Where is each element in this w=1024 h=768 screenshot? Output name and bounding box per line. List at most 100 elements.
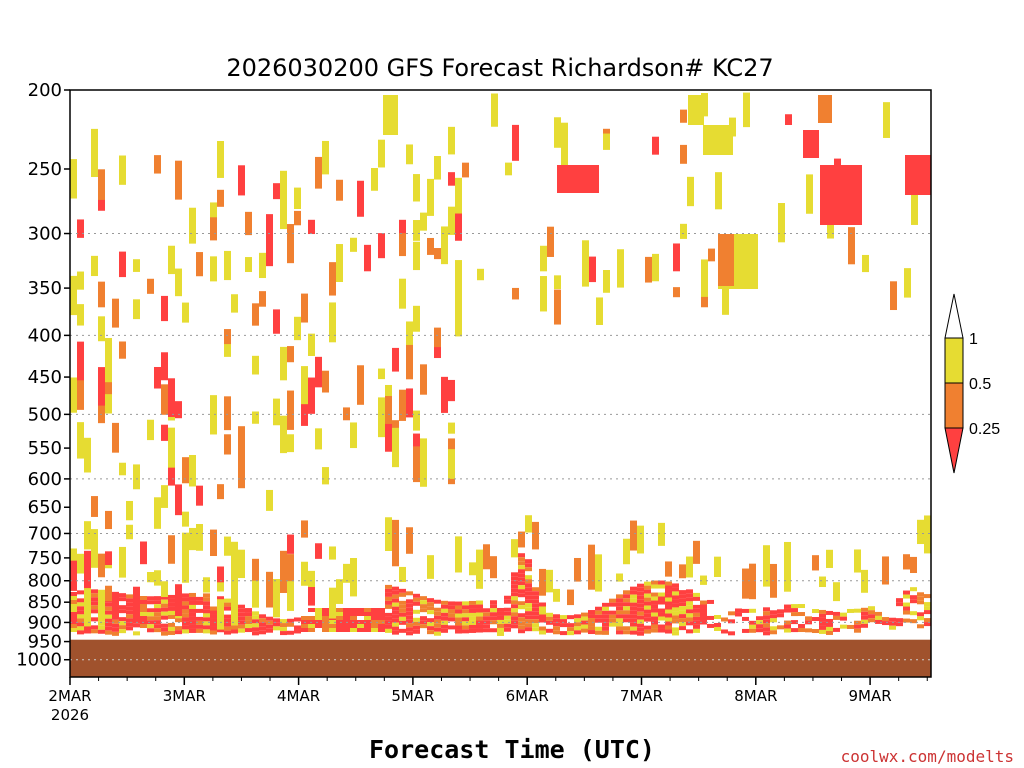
heatmap-cell — [287, 534, 294, 554]
heatmap-cell — [245, 628, 252, 633]
heatmap-cell — [518, 573, 525, 578]
heatmap-cell — [560, 619, 567, 624]
heatmap-cell — [224, 396, 231, 431]
heatmap-cell — [385, 612, 392, 617]
heatmap-cell — [70, 560, 77, 591]
heatmap-cell — [672, 591, 679, 596]
heatmap-cell — [119, 605, 126, 610]
heatmap-cell — [315, 620, 322, 624]
heatmap-cell — [680, 223, 687, 239]
heatmap-cell — [385, 588, 392, 593]
heatmap-cell — [763, 615, 770, 620]
heatmap-cell — [175, 614, 182, 619]
heatmap-cell — [413, 609, 420, 614]
heatmap-cell — [287, 434, 294, 453]
heatmap-cell — [651, 604, 658, 609]
heatmap-cell — [441, 604, 448, 609]
y-tick-label: 200 — [28, 80, 62, 101]
heatmap-cell — [532, 607, 539, 612]
heatmap-cell — [574, 622, 581, 627]
heatmap-cell — [469, 608, 476, 613]
heatmap-cell — [385, 396, 392, 424]
heatmap-cell — [287, 390, 294, 430]
heatmap-cell — [721, 629, 728, 634]
heatmap-cell — [77, 606, 84, 611]
heatmap-cell — [833, 615, 840, 620]
heatmap-cell — [588, 618, 595, 623]
heatmap-cell — [651, 600, 658, 605]
heatmap-cell — [582, 240, 589, 272]
heatmap-cell — [644, 601, 651, 606]
heatmap-cell — [476, 604, 483, 609]
heatmap-cell — [868, 614, 875, 619]
heatmap-cell — [448, 605, 455, 610]
heatmap-cell — [350, 558, 357, 597]
heatmap-cell — [896, 598, 903, 603]
heatmap-cell — [623, 590, 630, 595]
heatmap-cell — [420, 600, 427, 605]
heatmap-cell — [224, 602, 231, 607]
heatmap-cell — [357, 620, 364, 624]
heatmap-cell — [196, 600, 203, 605]
heatmap-cell — [924, 606, 931, 611]
heatmap-cell — [504, 595, 511, 600]
heatmap-cell — [91, 593, 98, 598]
heatmap-cell — [196, 624, 203, 629]
heatmap-cell — [77, 630, 84, 635]
heatmap-cell — [630, 590, 637, 595]
heatmap-cell — [210, 395, 217, 435]
heatmap-cell — [554, 275, 561, 290]
heatmap-cell — [791, 620, 798, 625]
heatmap-cell — [553, 626, 560, 631]
heatmap-cell — [189, 604, 196, 609]
heatmap-cell — [301, 401, 308, 426]
heatmap-cell — [329, 624, 336, 628]
heatmap-cell — [518, 625, 525, 630]
heatmap-cell — [630, 610, 637, 615]
heatmap-cell — [924, 622, 931, 627]
heatmap-cell — [497, 607, 504, 612]
heatmap-cell — [693, 604, 700, 609]
heatmap-cell — [637, 611, 644, 616]
heatmap-cell — [574, 614, 581, 619]
heatmap-cell — [203, 577, 210, 593]
heatmap-cell — [763, 627, 770, 632]
heatmap-cell — [105, 602, 112, 607]
heatmap-cell — [658, 624, 665, 629]
heatmap-cell — [98, 400, 105, 424]
heatmap-cell — [518, 589, 525, 594]
heatmap-cell — [322, 620, 329, 624]
heatmap-cell — [511, 596, 518, 601]
heatmap-cell — [889, 617, 896, 622]
heatmap-cell — [273, 309, 280, 334]
heatmap-cell — [679, 594, 686, 599]
heatmap-cell — [483, 544, 490, 570]
heatmap-cell — [644, 617, 651, 622]
heatmap-cell — [665, 605, 672, 610]
heatmap-cell — [126, 500, 133, 521]
heatmap-cell — [105, 614, 112, 619]
heatmap-cell — [785, 114, 792, 125]
heatmap-cell — [644, 597, 651, 602]
heatmap-cell — [406, 619, 413, 624]
heatmap-cell — [343, 612, 350, 616]
heatmap-cell — [434, 623, 441, 628]
y-tick-label: 500 — [28, 404, 62, 425]
heatmap-cell — [406, 344, 413, 380]
heatmap-cell — [434, 619, 441, 624]
heatmap-cell — [539, 626, 546, 631]
heatmap-cell — [476, 624, 483, 629]
heatmap-cell — [763, 545, 770, 587]
heatmap-cell — [119, 251, 126, 278]
heatmap-cell — [154, 596, 161, 601]
heatmap-cell — [322, 608, 329, 612]
heatmap-cell — [126, 614, 133, 619]
heatmap-cell — [161, 611, 168, 616]
heatmap-cell — [679, 610, 686, 615]
heatmap-cell — [280, 631, 287, 636]
heatmap-cell — [175, 626, 182, 631]
heatmap-cell — [525, 515, 532, 533]
heatmap-cell — [896, 622, 903, 627]
heatmap-cell — [371, 168, 378, 191]
heatmap-cell — [70, 275, 77, 316]
